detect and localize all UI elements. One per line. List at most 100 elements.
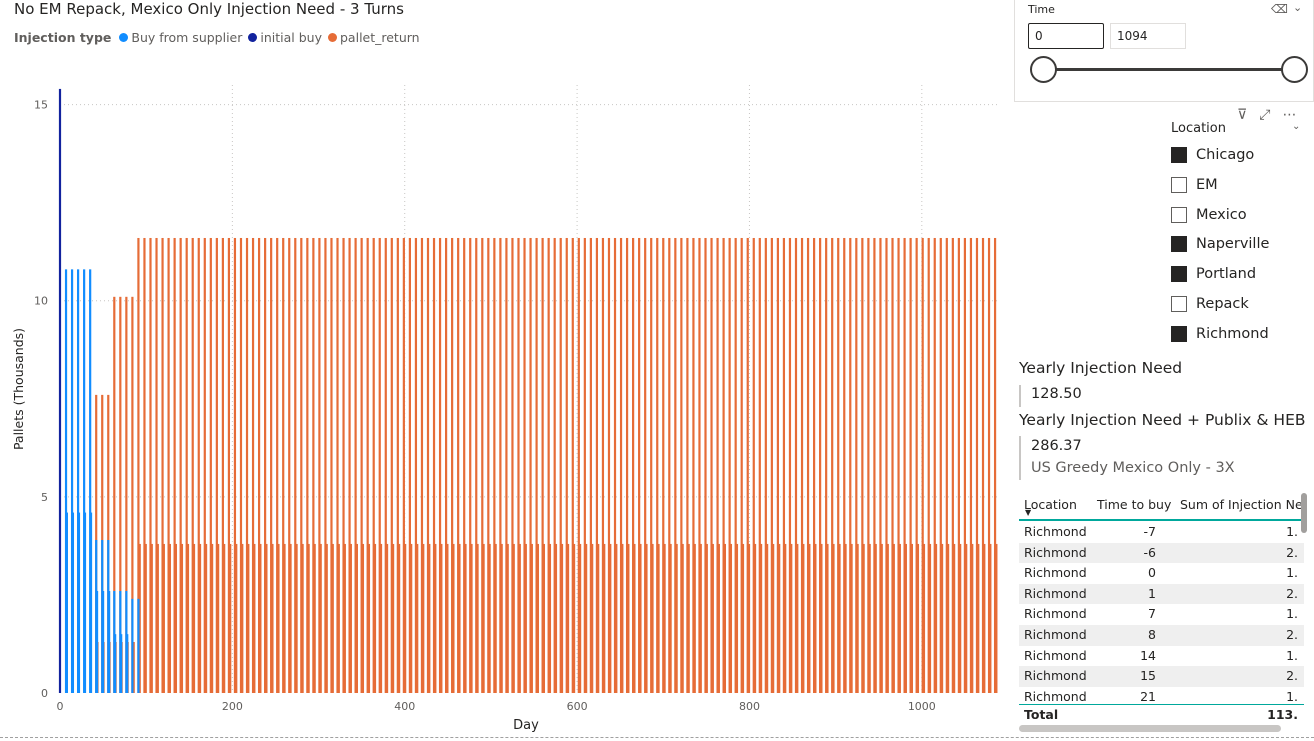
pallet-return-bar[interactable] [524, 543, 527, 693]
pallet-return-bar[interactable] [354, 237, 357, 693]
pallet-return-bar[interactable] [215, 237, 218, 693]
pallet-return-bar[interactable] [922, 543, 926, 693]
buy-from-supplier-bar[interactable] [120, 634, 123, 693]
pallet-return-bar[interactable] [113, 296, 116, 693]
pallet-return-bar[interactable] [482, 543, 485, 693]
pallet-return-bar[interactable] [475, 237, 478, 693]
pallet-return-bar[interactable] [162, 543, 165, 693]
table-row[interactable]: Richmond 14 1. [1019, 646, 1304, 667]
chevron-down-icon[interactable]: ⌄ [1292, 121, 1301, 132]
pallet-return-bar[interactable] [698, 237, 701, 693]
pallet-return-bar[interactable] [192, 543, 196, 693]
pallet-return-bar[interactable] [289, 543, 292, 693]
time-min-input[interactable] [1028, 23, 1104, 49]
pallet-return-bar[interactable] [211, 543, 214, 693]
pallet-return-bar[interactable] [969, 237, 973, 693]
pallet-return-bar[interactable] [625, 237, 629, 693]
column-header-sum-injection-need[interactable]: Sum of Injection Ne [1180, 497, 1303, 512]
pallet-return-bar[interactable] [185, 237, 188, 693]
pallet-return-bar[interactable] [245, 237, 249, 693]
pallet-return-bar[interactable] [270, 237, 273, 693]
chevron-down-icon[interactable]: ⌄ [1293, 1, 1303, 14]
pallet-return-bar[interactable] [457, 237, 460, 693]
pallet-return-bar[interactable] [784, 543, 787, 693]
pallet-return-bar[interactable] [680, 237, 683, 693]
buy-from-supplier-bar[interactable] [137, 598, 140, 693]
pallet-return-bar[interactable] [855, 237, 858, 693]
pallet-return-bar[interactable] [710, 237, 713, 693]
pallet-return-bar[interactable] [987, 237, 991, 693]
buy-from-supplier-bar[interactable] [89, 512, 93, 693]
pallet-return-bar[interactable] [776, 237, 779, 693]
pallet-return-bar[interactable] [500, 543, 503, 693]
checkbox-unchecked-icon[interactable] [1171, 206, 1187, 223]
pallet-return-bar[interactable] [404, 543, 407, 693]
pallet-return-bar[interactable] [155, 237, 158, 693]
pallet-return-bar[interactable] [476, 543, 479, 693]
pallet-return-bar[interactable] [704, 237, 707, 693]
pallet-return-bar[interactable] [650, 237, 653, 693]
bar-chart[interactable]: 0 5 10 15 0 200 400 600 800 1000 Pallets (Thousan… [0, 55, 1000, 737]
pallet-return-bar[interactable] [150, 543, 153, 693]
pallet-return-bar[interactable] [306, 237, 309, 693]
checkbox-checked-icon[interactable] [1171, 325, 1187, 342]
pallet-return-bar[interactable] [233, 237, 237, 693]
pallet-return-bar[interactable] [921, 237, 924, 693]
pallet-return-bar[interactable] [825, 237, 828, 693]
pallet-return-bar[interactable] [753, 543, 757, 693]
pallet-return-bar[interactable] [518, 543, 521, 693]
table-row[interactable]: Richmond 0 1. [1019, 563, 1304, 584]
pallet-return-bar[interactable] [651, 543, 654, 693]
pallet-return-bar[interactable] [410, 543, 413, 693]
pallet-return-bar[interactable] [945, 237, 948, 693]
buy-from-supplier-bar[interactable] [76, 269, 80, 693]
pallet-return-bar[interactable] [699, 543, 702, 693]
pallet-return-bar[interactable] [808, 543, 811, 693]
pallet-return-bar[interactable] [693, 543, 696, 693]
pallet-return-bar[interactable] [530, 543, 533, 693]
pallet-return-bar[interactable] [571, 237, 574, 693]
buy-from-supplier-bar[interactable] [126, 634, 129, 693]
pallet-return-bar[interactable] [167, 237, 170, 693]
pallet-return-bar[interactable] [758, 237, 761, 693]
pallet-return-bar[interactable] [361, 543, 365, 693]
pallet-return-bar[interactable] [493, 237, 496, 693]
pallet-return-bar[interactable] [536, 543, 539, 693]
pallet-return-bar[interactable] [239, 237, 243, 693]
pallet-return-bar[interactable] [535, 237, 538, 693]
pallet-return-bar[interactable] [378, 237, 381, 693]
pallet-return-bar[interactable] [144, 543, 147, 693]
pallet-return-bar[interactable] [313, 543, 316, 693]
pallet-return-bar[interactable] [613, 237, 617, 693]
pallet-return-bar[interactable] [143, 237, 146, 693]
filter-icon[interactable]: ⊽ [1237, 107, 1248, 123]
pallet-return-bar[interactable] [963, 237, 967, 693]
pallet-return-bar[interactable] [915, 237, 918, 693]
pallet-return-bar[interactable] [927, 237, 930, 693]
pallet-return-bar[interactable] [656, 237, 659, 693]
pallet-return-bar[interactable] [752, 237, 755, 693]
time-slider-max-handle[interactable] [1281, 56, 1308, 83]
time-slicer[interactable]: Time ⌫ ⌄ [1014, 0, 1314, 102]
pallet-return-bar[interactable] [428, 543, 431, 693]
pallet-return-bar[interactable] [957, 237, 960, 693]
pallet-return-bar[interactable] [294, 237, 297, 693]
pallet-return-bar[interactable] [880, 543, 883, 693]
pallet-return-bar[interactable] [265, 543, 268, 693]
location-option-em[interactable]: EM [1171, 175, 1218, 195]
buy-from-supplier-bar[interactable] [95, 591, 99, 693]
pallet-return-bar[interactable] [862, 543, 865, 693]
pallet-return-bar[interactable] [607, 237, 611, 693]
pallet-return-bar[interactable] [301, 543, 304, 693]
pallet-return-bar[interactable] [506, 543, 509, 693]
pallet-return-bar[interactable] [235, 543, 238, 693]
location-option-mexico[interactable]: Mexico [1171, 205, 1247, 225]
pallet-return-bar[interactable] [300, 237, 303, 693]
checkbox-unchecked-icon[interactable] [1171, 176, 1187, 193]
buy-from-supplier-bar[interactable] [70, 269, 74, 693]
pallet-return-bar[interactable] [657, 543, 660, 693]
pallet-return-bar[interactable] [772, 543, 775, 693]
pallet-return-bar[interactable] [597, 543, 600, 693]
time-slider-min-handle[interactable] [1030, 56, 1057, 83]
pallet-return-bar[interactable] [342, 237, 345, 693]
